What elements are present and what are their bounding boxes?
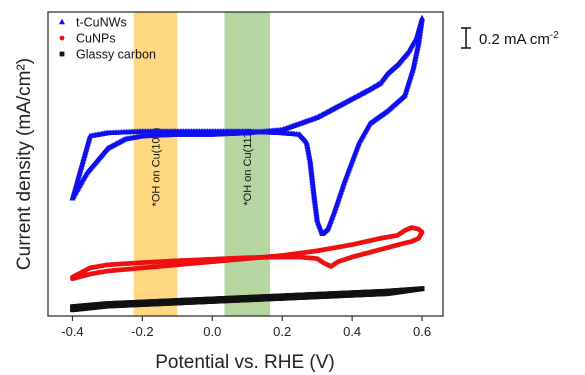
- legend-label-glassy-carbon: Glassy carbon: [76, 48, 156, 62]
- legend-label-cunps: CuNPs: [76, 32, 116, 46]
- legend-marker-glassy-carbon: [59, 51, 65, 57]
- x-tick-label: -0.4: [61, 324, 83, 339]
- scale-bar-label-main: 0.2 mA cm: [479, 31, 550, 48]
- band-label-1: *OH on Cu(100): [150, 128, 162, 207]
- legend: t-CuNWs CuNPs Glassy carbon: [59, 16, 156, 62]
- x-ticks: -0.4 -0.2 0.0 0.2 0.4 0.6: [61, 316, 431, 339]
- x-tick-label: 0.0: [203, 324, 221, 339]
- x-tick-label: 0.4: [343, 324, 361, 339]
- x-tick-label: 0.6: [413, 324, 431, 339]
- scale-bar-label: 0.2 mA cm-2: [479, 30, 559, 48]
- scale-bar-label-sup: -2: [550, 30, 559, 41]
- series-glassy-carbon-marker: [70, 307, 75, 313]
- series-cunps: [70, 225, 425, 282]
- band-labels-layer: *OH on Cu(100) *OH on Cu(111): [150, 128, 254, 207]
- y-axis-title: Current density (mA/cm²): [14, 58, 35, 270]
- x-tick-label: -0.2: [131, 324, 153, 339]
- series-cunps-marker: [70, 274, 75, 280]
- legend-label-t-cunws: t-CuNWs: [76, 16, 127, 30]
- scale-bar: 0.2 mA cm-2: [461, 27, 559, 49]
- legend-marker-cunps: [59, 35, 65, 41]
- series-glassy-carbon: [70, 286, 425, 313]
- x-tick-label: 0.2: [273, 324, 291, 339]
- plot-frame: [47, 11, 444, 317]
- series-t-cunws: [69, 15, 426, 236]
- series-layer: [69, 15, 426, 313]
- band-2: [224, 12, 270, 316]
- x-axis-title: Potential vs. RHE (V): [155, 352, 335, 373]
- series-t-cunws-marker: [69, 194, 76, 201]
- band-label-2: *OH on Cu(111): [242, 128, 254, 205]
- bands-layer: [133, 12, 270, 316]
- legend-marker-t-cunws: [59, 18, 65, 25]
